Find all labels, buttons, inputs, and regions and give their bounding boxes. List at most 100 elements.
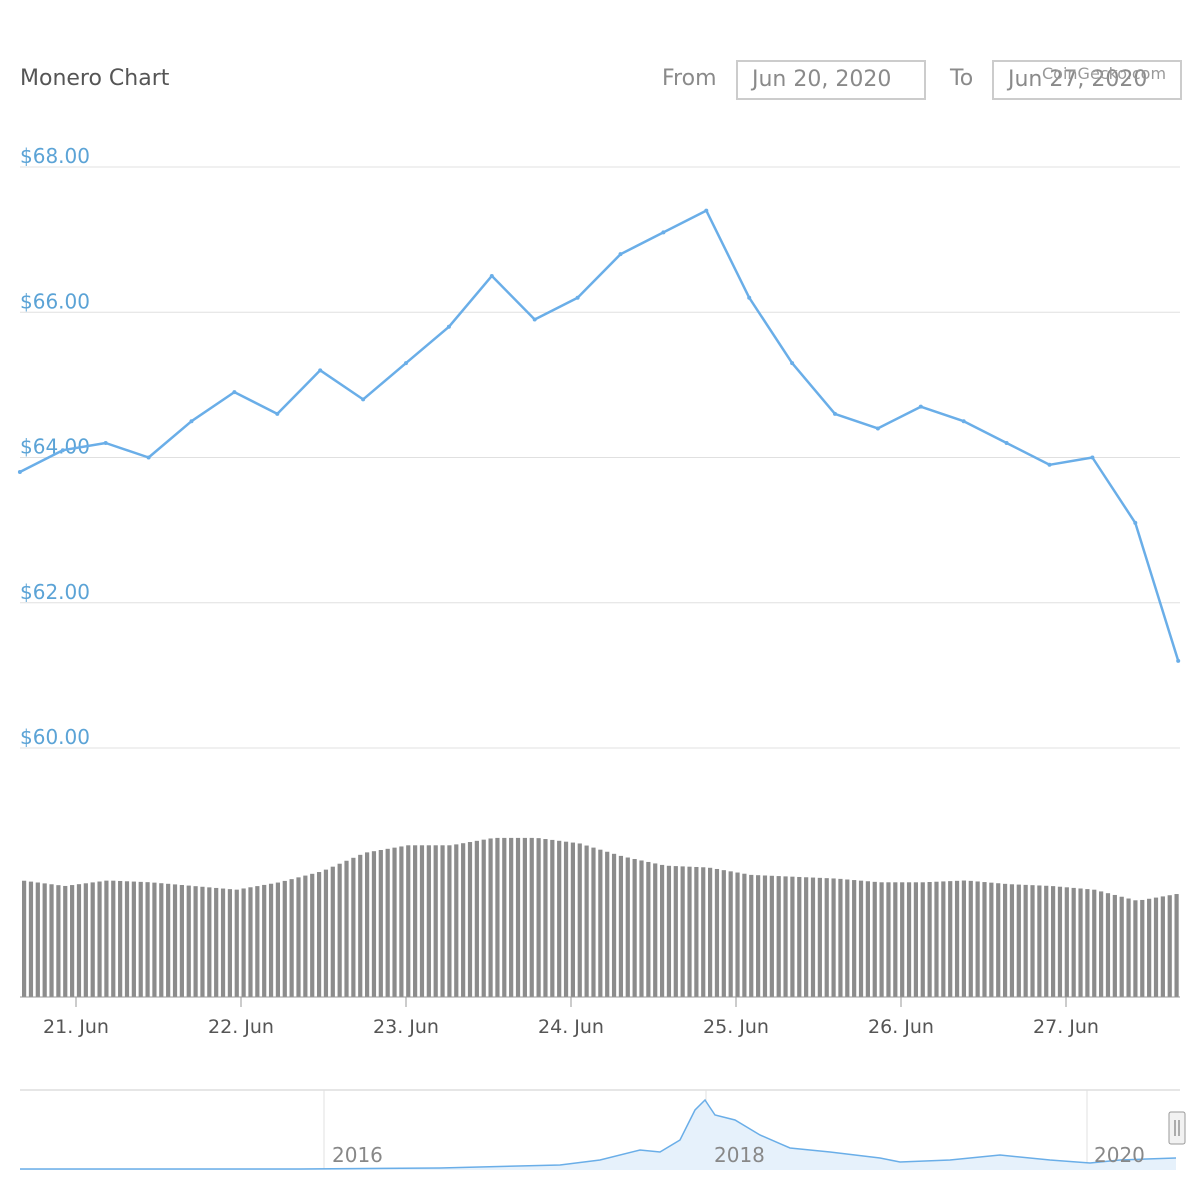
volume-bar xyxy=(433,845,438,997)
navigator-year-2016: 2016 xyxy=(332,1143,383,1167)
volume-bar xyxy=(413,845,418,997)
volume-bar xyxy=(900,882,905,997)
volume-bar xyxy=(159,883,164,997)
volume-bar xyxy=(927,882,932,997)
volume-bar xyxy=(529,837,534,997)
price-point xyxy=(661,230,666,235)
volume-bar xyxy=(653,863,658,997)
volume-bar xyxy=(406,845,411,997)
volume-bar xyxy=(749,874,754,997)
volume-bar xyxy=(76,884,82,997)
volume-bar xyxy=(447,845,452,997)
volume-bar xyxy=(1064,887,1069,997)
price-point xyxy=(618,252,623,257)
volume-bar xyxy=(104,880,109,997)
volume-bar xyxy=(138,881,143,997)
volume-bar xyxy=(509,837,514,997)
volume-bar xyxy=(577,843,582,997)
y-tick-label: $62.00 xyxy=(20,580,90,604)
volume-bar xyxy=(865,881,870,997)
price-point xyxy=(318,368,323,373)
volume-bar xyxy=(1016,884,1021,997)
volume-bar xyxy=(776,876,781,997)
volume-bar xyxy=(598,849,603,997)
volume-bar xyxy=(207,887,212,997)
volume-bar xyxy=(371,851,377,997)
y-tick-label: $60.00 xyxy=(20,725,90,749)
volume-bar xyxy=(1105,893,1111,997)
volume-bar xyxy=(1160,896,1165,997)
volume-bar xyxy=(337,863,342,997)
y-tick-label: $68.00 xyxy=(20,144,90,168)
from-date-input[interactable]: Jun 20, 2020 xyxy=(736,60,926,100)
volume-bar xyxy=(35,882,40,997)
volume-bar xyxy=(1174,894,1179,997)
volume-bar xyxy=(735,872,740,997)
volume-bar xyxy=(495,837,500,997)
price-point xyxy=(918,404,923,409)
price-point xyxy=(961,419,966,424)
navigator-handle[interactable] xyxy=(1168,1111,1186,1145)
price-point xyxy=(1133,520,1138,525)
volume-bar xyxy=(769,875,774,997)
volume-bar xyxy=(810,877,816,997)
volume-bar xyxy=(200,886,205,997)
navigator-year-2020: 2020 xyxy=(1094,1143,1145,1167)
volume-bar xyxy=(296,877,301,997)
navigator[interactable]: 2016 2018 2020 xyxy=(20,1089,1186,1170)
price-point xyxy=(189,419,194,424)
volume-bar xyxy=(563,841,569,997)
credits-link[interactable]: CoinGecko.com xyxy=(1042,64,1167,83)
volume-bar xyxy=(1085,889,1090,997)
to-label: To xyxy=(950,66,974,91)
chart-title: Monero Chart xyxy=(20,66,170,91)
volume-bar xyxy=(344,860,349,997)
price-point xyxy=(446,324,451,329)
volume-bar xyxy=(351,857,356,997)
volume-bar xyxy=(570,842,575,997)
volume-bar xyxy=(118,880,123,997)
to-date-input[interactable]: Jun 27, 2020 xyxy=(992,60,1182,100)
x-tick-label: 27. Jun xyxy=(1033,1016,1099,1038)
volume-bar xyxy=(316,872,322,997)
volume-bar xyxy=(632,858,637,997)
volume-bar xyxy=(1147,898,1152,997)
volume-bar xyxy=(63,885,68,997)
volume-bar xyxy=(124,881,130,997)
volume-bar xyxy=(1023,884,1028,997)
volume-bar xyxy=(996,883,1001,997)
volume-bar xyxy=(831,878,836,997)
volume-bar xyxy=(1119,896,1124,997)
volume-bar xyxy=(1002,883,1008,997)
volume-bar xyxy=(186,885,191,997)
volume-bar xyxy=(70,885,75,997)
volume-bar xyxy=(680,866,685,997)
x-axis: 21. Jun 22. Jun 23. Jun 24. Jun 25. Jun 26. J… xyxy=(43,997,1099,1038)
price-point xyxy=(361,397,366,402)
from-label: From xyxy=(662,66,717,91)
volume-bar xyxy=(934,881,939,997)
price-point xyxy=(146,455,151,460)
price-point xyxy=(575,295,580,300)
volume-bar xyxy=(282,880,287,997)
price-point xyxy=(833,411,837,416)
volume-bar xyxy=(97,881,102,997)
volume-bar xyxy=(166,883,171,997)
x-tick-label: 22. Jun xyxy=(208,1016,274,1038)
x-tick-label: 26. Jun xyxy=(868,1016,934,1038)
volume-bar xyxy=(701,867,706,997)
volume-bar xyxy=(659,864,665,997)
price-point xyxy=(489,273,494,278)
price-points xyxy=(17,208,1181,663)
volume-bar xyxy=(172,884,178,997)
volume-bar xyxy=(220,888,226,997)
volume-bar xyxy=(241,888,246,997)
volume-bar xyxy=(1044,885,1049,997)
volume-bar xyxy=(111,880,116,997)
volume-bar xyxy=(1078,888,1083,997)
volume-bar xyxy=(42,883,47,997)
volume-bar xyxy=(838,878,843,997)
x-tick-label: 23. Jun xyxy=(373,1016,439,1038)
volume-bar xyxy=(742,873,747,997)
volume-bar xyxy=(989,882,994,997)
